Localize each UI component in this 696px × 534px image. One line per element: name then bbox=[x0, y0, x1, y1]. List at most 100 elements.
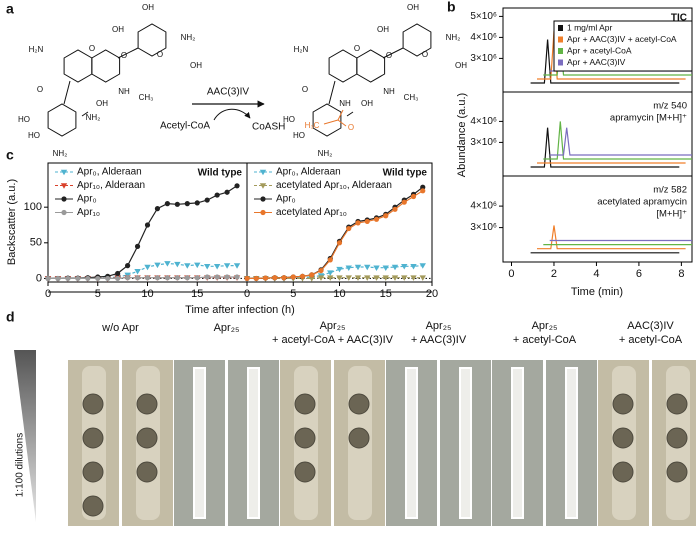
streak bbox=[459, 367, 472, 519]
marker bbox=[224, 189, 230, 195]
panel-label: b bbox=[447, 0, 456, 15]
marker bbox=[259, 183, 267, 189]
marker bbox=[272, 275, 278, 281]
atom-label: HO bbox=[28, 131, 40, 140]
marker bbox=[184, 263, 191, 269]
x-tick-label: 15 bbox=[191, 288, 203, 300]
column-header: Apr₂₅ bbox=[426, 320, 452, 332]
acetyl-group: O H₃C bbox=[305, 109, 354, 132]
ring bbox=[312, 103, 342, 137]
marker bbox=[391, 275, 399, 281]
marker bbox=[65, 275, 71, 282]
legend-label: 1 mg/ml Apr bbox=[567, 22, 613, 32]
marker bbox=[125, 263, 131, 269]
ring bbox=[91, 49, 121, 83]
marker bbox=[253, 275, 259, 282]
column-header: w/o Apr bbox=[101, 322, 139, 334]
ring bbox=[47, 103, 77, 137]
marker bbox=[259, 169, 267, 176]
marker bbox=[318, 267, 324, 274]
streak bbox=[405, 367, 418, 519]
marker bbox=[345, 265, 352, 271]
marker bbox=[364, 218, 370, 225]
marker bbox=[373, 216, 380, 222]
legend-label: Apr₀, Alderaan bbox=[77, 167, 142, 178]
x-tick-label: 4 bbox=[593, 268, 599, 280]
legend-label: acetylated Apr₁₀, Alderaan bbox=[276, 180, 392, 191]
marker bbox=[184, 275, 190, 281]
y-tick-label: 3×10⁶ bbox=[470, 137, 497, 148]
y-tick-label: 100 bbox=[24, 201, 42, 213]
marker bbox=[164, 201, 170, 207]
y-tick-label: 5×10⁶ bbox=[470, 11, 497, 22]
legend-label: Apr + AAC(3)IV + acetyl-CoA bbox=[567, 34, 677, 44]
y-tick-label: 4×10⁶ bbox=[470, 32, 497, 43]
cosubstrate-label: Acetyl-CoA bbox=[160, 121, 210, 132]
column-header: Apr₂₅ bbox=[320, 320, 346, 332]
atom-label: OH bbox=[361, 99, 373, 108]
atom-label: O bbox=[302, 85, 308, 94]
marker bbox=[144, 275, 151, 281]
atom-label: OH bbox=[96, 99, 108, 108]
marker bbox=[420, 184, 426, 190]
streak bbox=[511, 367, 524, 519]
bond bbox=[346, 111, 354, 117]
marker bbox=[61, 196, 67, 202]
plaque bbox=[136, 393, 158, 415]
marker bbox=[233, 263, 241, 269]
atom-label: HO bbox=[293, 131, 305, 140]
atom-label: OH bbox=[407, 3, 419, 12]
marker bbox=[401, 275, 408, 281]
dilution-wedge bbox=[14, 350, 36, 522]
ring bbox=[63, 49, 93, 83]
x-tick-label: 20 bbox=[426, 288, 438, 300]
panel-label: c bbox=[6, 147, 14, 163]
atom-label: H₃C bbox=[305, 121, 320, 130]
plaque bbox=[136, 427, 158, 449]
column-header: + acetyl-CoA bbox=[513, 334, 577, 346]
bond bbox=[81, 111, 89, 117]
annotation: [M+H]⁺ bbox=[656, 209, 687, 220]
atom-label: OH bbox=[455, 61, 467, 70]
legend-label: Apr + acetyl-CoA bbox=[567, 45, 632, 55]
column-header: Apr₂₅ bbox=[532, 320, 558, 332]
marker bbox=[373, 265, 380, 271]
streak bbox=[193, 367, 206, 519]
plaque bbox=[82, 393, 104, 415]
atom-label: HO bbox=[18, 115, 30, 124]
marker bbox=[234, 274, 240, 280]
marker bbox=[194, 262, 201, 269]
marker bbox=[164, 275, 170, 281]
marker bbox=[214, 192, 220, 198]
atom-label: NH bbox=[339, 99, 351, 108]
ring bbox=[328, 49, 358, 83]
marker bbox=[125, 275, 131, 281]
plaque bbox=[612, 393, 634, 415]
marker bbox=[281, 275, 287, 281]
marker bbox=[260, 196, 266, 202]
marker bbox=[174, 201, 180, 207]
marker bbox=[224, 274, 230, 280]
atom-label: O bbox=[89, 44, 95, 53]
y-axis-label: Abundance (a.u.) bbox=[456, 93, 468, 177]
subplot: 0 5 10 15 20 Wild type Apr₀, Alderaan acetylate… bbox=[243, 162, 438, 300]
atom-label: O bbox=[37, 85, 43, 94]
marker bbox=[346, 225, 352, 232]
coproduct-label: CoASH bbox=[252, 122, 285, 133]
subplot-title: Wild type bbox=[383, 168, 428, 179]
annotation: m/z 540 bbox=[653, 101, 687, 112]
marker bbox=[194, 200, 200, 206]
plaque bbox=[82, 495, 104, 517]
plot-frame bbox=[502, 175, 693, 263]
bond bbox=[337, 109, 344, 121]
marker bbox=[115, 270, 121, 277]
panel-label: a bbox=[6, 1, 14, 17]
marker bbox=[144, 264, 151, 271]
x-tick-label: 0 bbox=[45, 288, 51, 300]
legend-swatch bbox=[558, 36, 563, 43]
marker bbox=[204, 264, 211, 270]
y-tick-label: 3×10⁶ bbox=[470, 53, 497, 64]
